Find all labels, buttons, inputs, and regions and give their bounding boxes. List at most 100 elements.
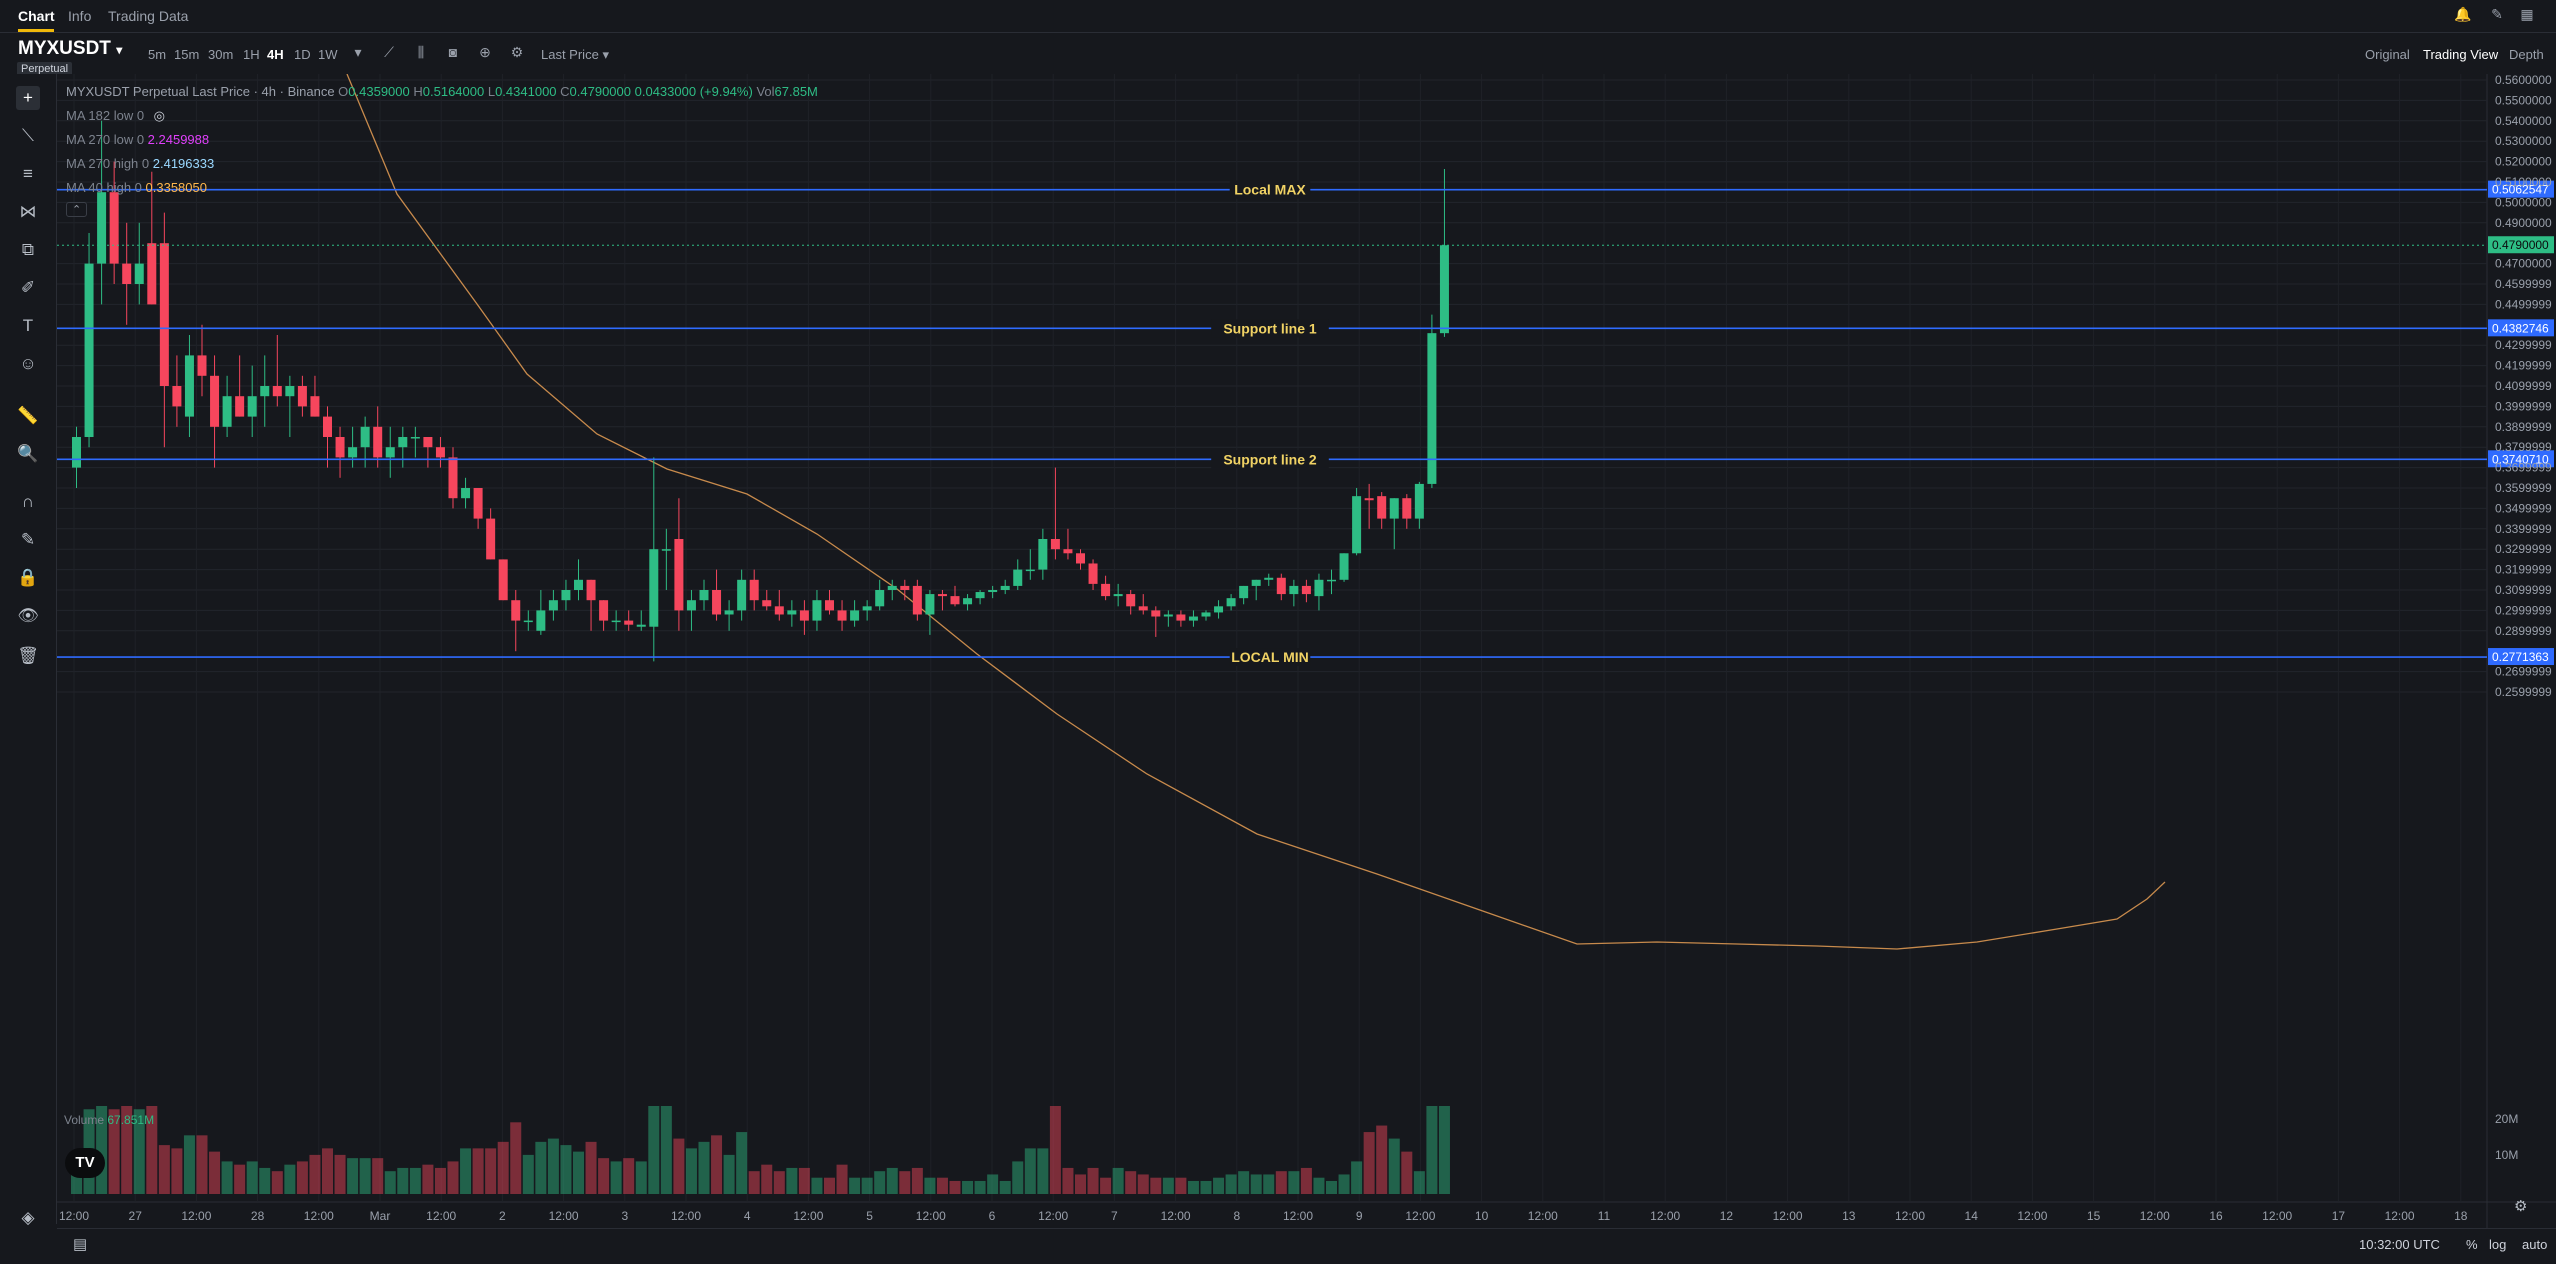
tab-info[interactable]: Info: [68, 8, 92, 24]
lock-icon[interactable]: 🔒: [17, 568, 39, 587]
tab-chart[interactable]: Chart: [18, 8, 55, 24]
candle: [925, 590, 935, 635]
candle-body: [661, 549, 671, 551]
level-label: Local MAX: [1234, 182, 1306, 198]
price-tick-label: 0.5200000: [2495, 155, 2552, 169]
price-chart[interactable]: Local MAX 0.5062547 Support line 1 0.438274…: [57, 73, 2556, 1259]
volume-label: Volume: [64, 1113, 105, 1127]
trendline-icon[interactable]: ⟍: [22, 126, 34, 145]
candle: [699, 579, 709, 611]
candle: [1126, 590, 1136, 615]
time-tick-label: 13: [1842, 1209, 1856, 1223]
volume-bar: [723, 1154, 735, 1194]
price-type-selector[interactable]: Last Price ▾: [541, 47, 609, 63]
candle-body: [649, 549, 659, 627]
collapse-legend-button[interactable]: ⌃: [66, 202, 88, 217]
timeframe-15m[interactable]: 15m: [174, 47, 200, 62]
settings-icon[interactable]: ⚙: [510, 44, 524, 60]
percent-toggle[interactable]: %: [2466, 1237, 2478, 1252]
level-price-tag: 0.3740710: [2492, 452, 2549, 466]
camera-icon[interactable]: ◙: [448, 44, 458, 60]
candle-body: [1364, 498, 1374, 501]
view-trading-view[interactable]: Trading View: [2423, 47, 2499, 62]
fib-icon[interactable]: ≡: [23, 164, 33, 183]
grid-layout-icon[interactable]: ▦: [2520, 6, 2534, 22]
candle-body: [235, 396, 245, 417]
candle: [1214, 600, 1224, 619]
candle-body: [410, 437, 420, 439]
tradingview-logo[interactable]: TV: [65, 1148, 105, 1178]
indicator-row-ma270-high[interactable]: MA 270 high 0 2.4196333: [66, 156, 214, 171]
volume-bar: [1125, 1171, 1137, 1194]
volume-bar: [485, 1148, 497, 1194]
tab-trading-data[interactable]: Trading Data: [108, 8, 189, 24]
low-value: 0.4341000: [495, 84, 557, 99]
time-tick-label: 9: [1356, 1209, 1363, 1223]
price-tick-label: 0.3799999: [2495, 440, 2552, 454]
candle: [1163, 610, 1173, 627]
auto-toggle[interactable]: auto: [2522, 1237, 2548, 1252]
price-tick-label: 0.3599999: [2495, 481, 2552, 495]
symbol-selector[interactable]: MYXUSDT ▾: [18, 38, 122, 60]
candle-body: [1327, 579, 1336, 582]
indicator-row-ma40-high[interactable]: MA 40 high 0 0.3358050: [66, 180, 207, 195]
candle-body: [988, 590, 998, 593]
candle: [975, 590, 985, 605]
view-original[interactable]: Original: [2365, 47, 2410, 62]
volume-bar: [1075, 1174, 1086, 1194]
eye-hidden-icon[interactable]: ◎: [153, 108, 166, 123]
utc-clock[interactable]: 10:32:00 UTC: [2359, 1237, 2440, 1252]
emoji-icon[interactable]: ☺: [19, 354, 37, 373]
draw-mode-icon[interactable]: ✎: [20, 530, 36, 549]
timeframe-5m[interactable]: 5m: [148, 47, 167, 62]
candle-type-icon[interactable]: ⫼: [417, 44, 425, 60]
forecast-icon[interactable]: ⧉: [21, 240, 35, 259]
timeframe-1h[interactable]: 1H: [243, 47, 260, 62]
candle: [1151, 606, 1161, 637]
candle: [272, 335, 282, 407]
timeframe-1d[interactable]: 1D: [294, 47, 311, 62]
calendar-icon[interactable]: ▤: [73, 1236, 88, 1253]
time-tick-label: 12:00: [549, 1209, 579, 1223]
log-toggle[interactable]: log: [2489, 1237, 2507, 1252]
last-price-tag: 0.4790000: [2492, 238, 2549, 252]
bell-icon[interactable]: 🔔: [2454, 6, 2472, 22]
indicator-row-ma182[interactable]: MA 182 low 0 ◎: [66, 108, 165, 124]
trash-icon[interactable]: 🗑: [17, 646, 39, 665]
candle-body: [84, 263, 94, 437]
indicator-row-ma270-low[interactable]: MA 270 low 0 2.2459988: [66, 132, 209, 147]
candle-body: [937, 594, 947, 597]
candle: [1000, 579, 1010, 595]
chart-area[interactable]: Local MAX 0.5062547 Support line 1 0.438274…: [57, 73, 2556, 1259]
add-icon[interactable]: ⊕: [479, 44, 491, 60]
timeframe-1w[interactable]: 1W: [318, 47, 338, 62]
eye-icon[interactable]: 👁: [17, 606, 39, 625]
indicators-icon[interactable]: ⟋: [384, 44, 394, 60]
indicator-name: MA 182 low 0: [66, 108, 145, 123]
price-tick-label: 0.4299999: [2495, 338, 2552, 352]
magnet-icon[interactable]: ∩: [21, 492, 35, 511]
timeframe-4h[interactable]: 4H: [267, 47, 284, 62]
candle-body: [109, 192, 119, 264]
crosshair-icon[interactable]: +: [16, 86, 40, 110]
more-timeframes-icon[interactable]: ▾: [354, 44, 362, 60]
text-icon[interactable]: T: [22, 316, 34, 335]
volume-bar: [1263, 1174, 1275, 1194]
zoom-icon[interactable]: 🔍: [17, 444, 39, 463]
time-tick-label: 12:00: [2017, 1209, 2047, 1223]
candle: [988, 585, 998, 599]
layers-icon[interactable]: ◈: [21, 1208, 35, 1227]
view-depth[interactable]: Depth: [2509, 47, 2544, 62]
ruler-icon[interactable]: 📏: [17, 406, 39, 425]
edit-icon[interactable]: ✎: [2491, 6, 2503, 22]
candle-body: [1126, 594, 1136, 607]
price-tick-label: 0.3399999: [2495, 522, 2552, 536]
brush-icon[interactable]: ✐: [20, 278, 36, 297]
settings-gear-icon[interactable]: ⚙: [2514, 1198, 2528, 1215]
candle-body: [561, 590, 571, 601]
pattern-icon[interactable]: ⋈: [19, 202, 37, 221]
horizontal-level: Support line 1 0.4382746: [57, 319, 2554, 338]
candle-body: [523, 620, 533, 623]
candle-body: [335, 437, 345, 458]
timeframe-30m[interactable]: 30m: [208, 47, 234, 62]
